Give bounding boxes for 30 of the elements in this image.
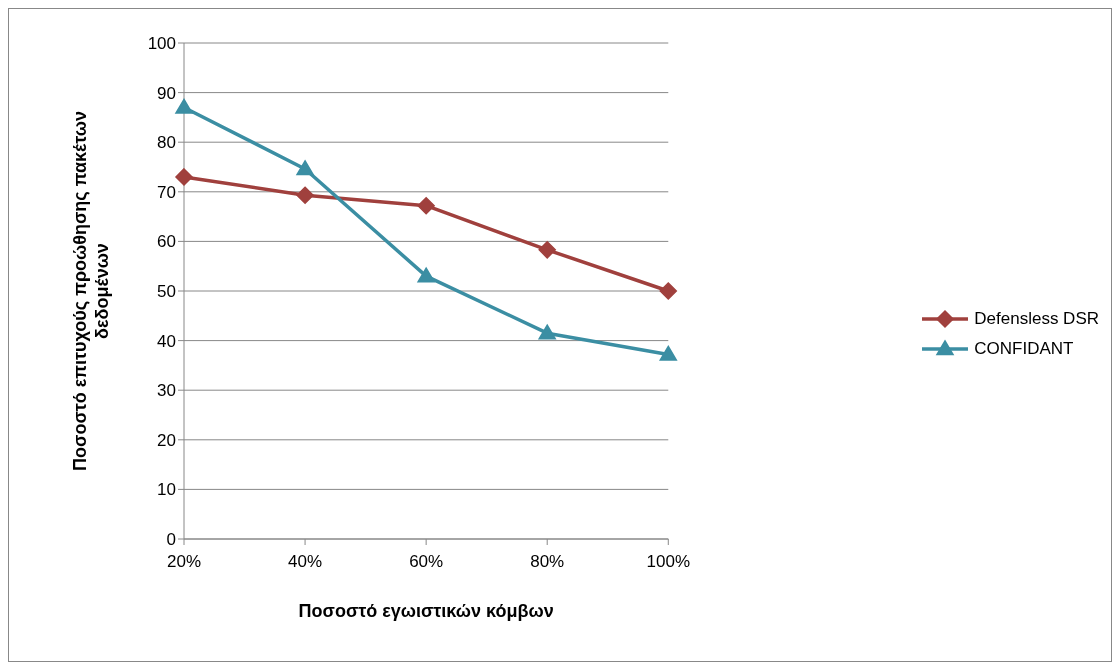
- y-tick-label: 10: [157, 480, 176, 500]
- x-tick-label: 100%: [646, 552, 691, 572]
- point: [417, 267, 435, 283]
- y-tick-label: 50: [157, 282, 176, 302]
- point: [417, 196, 435, 215]
- point: [175, 168, 193, 186]
- point: [296, 186, 314, 205]
- point: [538, 324, 556, 340]
- y-tick-label: 0: [166, 530, 176, 550]
- point: [659, 345, 678, 361]
- y-tick-label: 70: [157, 182, 176, 202]
- x-tick-label: 40%: [288, 552, 323, 572]
- point: [175, 98, 193, 114]
- x-axis-title: Ποσοστό εγωιστικών κόμβων: [298, 601, 554, 621]
- y-tick-label: 80: [157, 133, 176, 153]
- y-tick-label: 20: [157, 430, 176, 450]
- y-tick-label: 30: [157, 381, 176, 401]
- point: [296, 160, 314, 176]
- point: [538, 241, 556, 259]
- legend-label: CONFIDANT: [974, 339, 1074, 359]
- x-tick-label: 80%: [530, 552, 565, 572]
- y-tick-label: 60: [157, 232, 176, 252]
- y-tick-label: 100: [147, 34, 176, 54]
- point: [659, 282, 678, 300]
- y-axis-title: Ποσοστό επιτυχούς προώθησης πακέτων δεδομένων: [70, 111, 112, 471]
- y-tick-label: 40: [157, 331, 176, 351]
- x-tick-label: 60%: [409, 552, 444, 572]
- y-tick-label: 90: [157, 83, 176, 103]
- legend-label: Defensless DSR: [974, 309, 1099, 329]
- x-tick-label: 20%: [166, 552, 202, 572]
